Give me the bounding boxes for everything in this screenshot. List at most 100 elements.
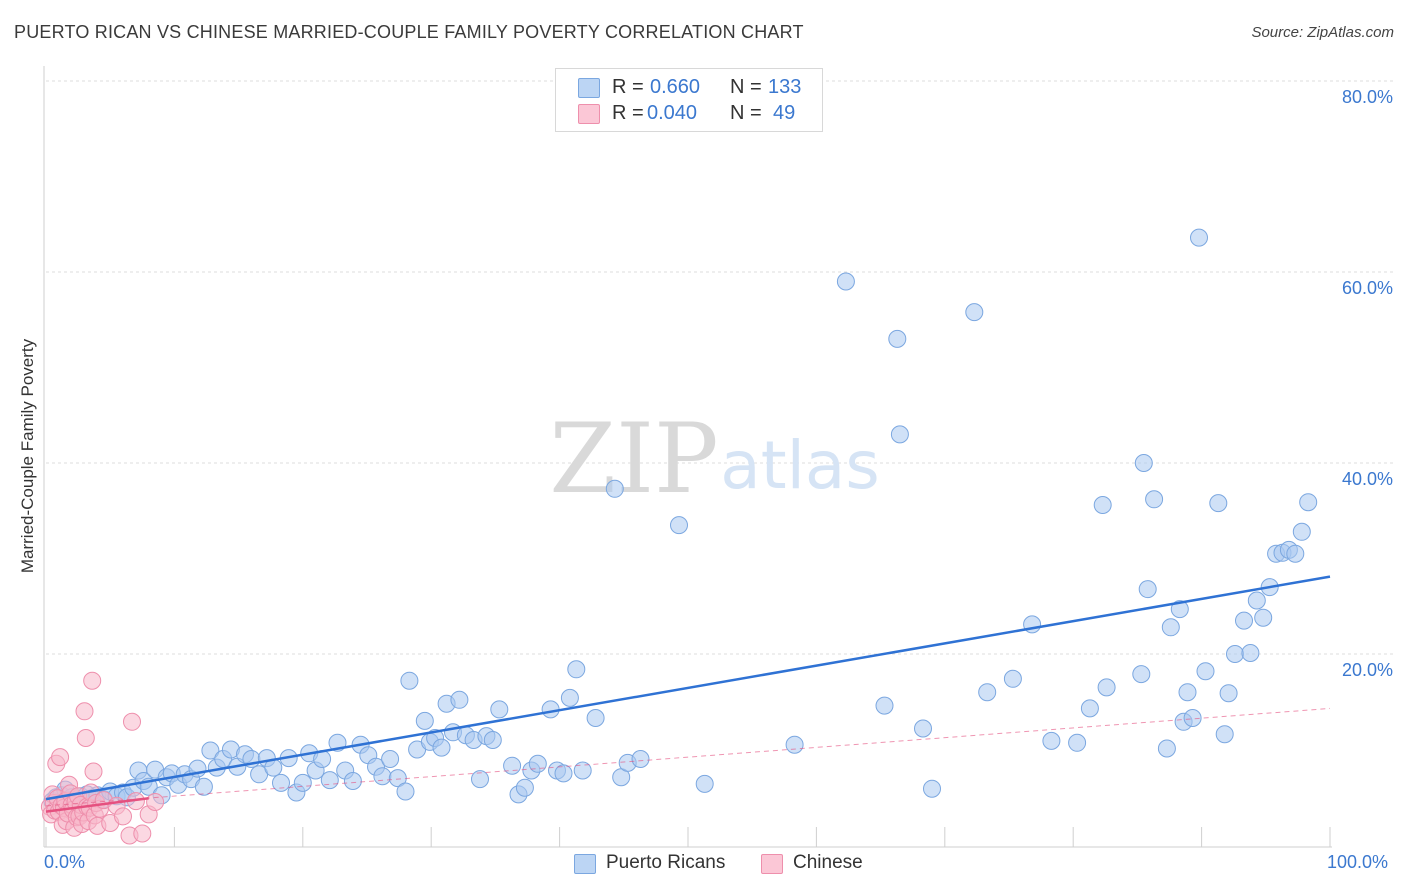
point-puerto-ricans: [293, 773, 312, 792]
point-puerto-ricans: [914, 719, 932, 738]
trend-line-chinese-extended: [45, 707, 1331, 807]
point-puerto-ricans: [400, 671, 419, 690]
point-chinese: [146, 793, 165, 811]
point-puerto-ricans: [605, 479, 624, 498]
point-puerto-ricans: [1292, 522, 1311, 541]
point-puerto-ricans: [1157, 739, 1176, 758]
y-tick-label-60: 60.0%: [1341, 278, 1393, 298]
point-puerto-ricans: [1235, 611, 1253, 630]
point-puerto-ricans: [890, 425, 909, 444]
point-puerto-ricans: [343, 772, 362, 790]
trend-lines: [45, 575, 1331, 813]
point-puerto-ricans: [1138, 580, 1157, 599]
series-chinese: [40, 671, 165, 845]
point-puerto-ricans: [320, 771, 339, 790]
point-chinese: [83, 671, 102, 690]
bottom-legend-label-puerto-ricans: Puerto Ricans: [606, 852, 726, 873]
point-puerto-ricans: [1209, 494, 1228, 513]
legend-n-value: 133: [768, 76, 802, 98]
point-puerto-ricans: [1068, 733, 1087, 752]
point-puerto-ricans: [1080, 699, 1099, 718]
point-puerto-ricans: [1226, 645, 1244, 663]
point-puerto-ricans: [567, 660, 586, 679]
point-puerto-ricans: [415, 711, 434, 730]
point-puerto-ricans: [923, 779, 941, 798]
point-puerto-ricans: [1183, 709, 1202, 727]
source-label: Source: ZipAtlas.com: [1251, 24, 1394, 41]
point-puerto-ricans: [471, 770, 489, 789]
legend-swatch-puerto-ricans: [578, 78, 600, 98]
point-chinese: [123, 712, 141, 731]
watermark-zip: ZIP: [549, 403, 718, 515]
point-puerto-ricans: [503, 756, 522, 775]
point-puerto-ricans: [695, 774, 714, 793]
watermark-atlas: atlas: [720, 427, 880, 504]
point-puerto-ricans: [785, 735, 804, 754]
grid-lines: [46, 80, 1393, 655]
point-puerto-ricans: [1097, 678, 1116, 697]
point-puerto-ricans: [1145, 490, 1164, 509]
point-puerto-ricans: [194, 777, 213, 796]
trend-line-chinese: [45, 796, 149, 813]
point-puerto-ricans: [1241, 644, 1260, 662]
trend-line-puerto-ricans: [45, 575, 1331, 801]
legend-n-value: 49: [773, 102, 796, 124]
y-tick-label-20: 20.0%: [1341, 660, 1393, 680]
point-puerto-ricans: [978, 683, 997, 702]
point-puerto-ricans: [1254, 608, 1273, 627]
y-tick-label-80: 80.0%: [1341, 87, 1393, 107]
point-puerto-ricans: [483, 731, 502, 749]
point-puerto-ricans: [875, 696, 894, 715]
x-tick-label-max: 100.0%: [1327, 852, 1389, 872]
legend-r-value: 0.660: [650, 76, 701, 98]
bottom-legend-swatch-puerto-ricans: [574, 854, 596, 874]
point-puerto-ricans: [528, 754, 547, 773]
x-tick-label-min: 0.0%: [44, 852, 86, 872]
point-puerto-ricans: [631, 750, 650, 768]
point-puerto-ricans: [1196, 662, 1215, 681]
point-puerto-ricans: [1170, 600, 1189, 619]
stats-legend: R = 0.660 N = 133 R = 0.040 N = 49: [555, 68, 823, 132]
point-puerto-ricans: [1003, 669, 1022, 688]
point-puerto-ricans: [515, 778, 534, 797]
point-puerto-ricans: [1161, 618, 1180, 637]
point-puerto-ricans: [1286, 544, 1305, 563]
point-puerto-ricans: [490, 700, 509, 719]
legend-swatch-chinese: [578, 104, 600, 124]
point-puerto-ricans: [670, 516, 688, 535]
point-puerto-ricans: [836, 272, 855, 291]
legend-r-label: R =: [612, 102, 644, 124]
point-puerto-ricans: [1190, 228, 1208, 247]
point-chinese: [51, 748, 70, 767]
point-puerto-ricans: [201, 741, 220, 760]
watermark: ZIP atlas: [549, 403, 879, 515]
legend-n-label: N =: [730, 102, 762, 124]
chart-title: PUERTO RICAN VS CHINESE MARRIED-COUPLE F…: [14, 22, 804, 42]
bottom-legend-label-chinese: Chinese: [793, 852, 863, 873]
bottom-legend-swatch-chinese: [761, 854, 783, 874]
point-puerto-ricans: [272, 773, 290, 792]
point-puerto-ricans: [1219, 684, 1238, 703]
point-chinese: [133, 824, 152, 843]
point-puerto-ricans: [888, 329, 907, 348]
axes: [43, 66, 1332, 848]
point-puerto-ricans: [1093, 496, 1112, 514]
point-puerto-ricans: [381, 750, 400, 768]
point-puerto-ricans: [965, 303, 984, 322]
point-puerto-ricans: [373, 767, 392, 786]
legend-r-label: R =: [612, 76, 644, 98]
point-puerto-ricans: [450, 690, 469, 709]
point-chinese: [114, 807, 132, 826]
point-puerto-ricans: [1134, 454, 1153, 472]
point-chinese: [76, 729, 95, 747]
point-puerto-ricans: [554, 764, 573, 783]
point-chinese: [75, 702, 94, 721]
point-puerto-ricans: [573, 761, 592, 780]
point-puerto-ricans: [560, 688, 579, 707]
point-puerto-ricans: [1178, 683, 1197, 702]
point-puerto-ricans: [1215, 725, 1234, 744]
point-chinese: [84, 762, 103, 781]
y-tick-label-40: 40.0%: [1341, 469, 1393, 489]
legend-n-label: N =: [730, 76, 762, 98]
